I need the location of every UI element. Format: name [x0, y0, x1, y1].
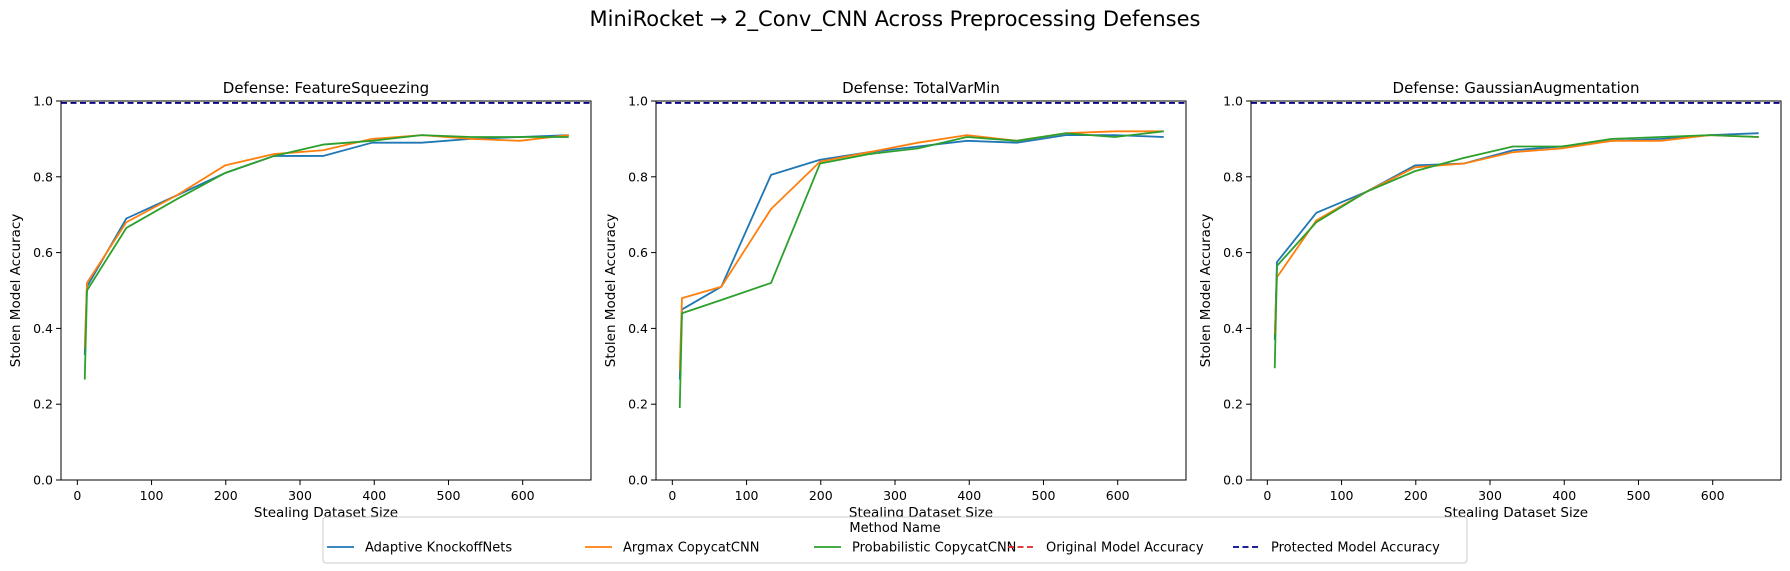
x-tick-label: 200: [1404, 488, 1428, 503]
y-tick-label: 0.4: [1223, 321, 1243, 336]
y-tick-label: 0.0: [628, 473, 648, 488]
x-tick-label: 300: [288, 488, 312, 503]
y-tick-label: 0.6: [1223, 245, 1243, 260]
x-tick-label: 500: [1032, 488, 1056, 503]
y-tick-label: 0.8: [1223, 169, 1243, 184]
x-tick-label: 0: [1263, 488, 1271, 503]
legend-item-probabilistic-copycatcnn: Probabilistic CopycatCNN: [814, 541, 1016, 556]
x-tick-label: 100: [735, 488, 759, 503]
series-line-probabilistic-copycatcnn: [678, 130, 1164, 409]
y-tick-label: 0.6: [628, 245, 648, 260]
legend-item-original-model-accuracy: Original Model Accuracy: [1008, 541, 1204, 556]
y-tick-label: 0.2: [1223, 397, 1243, 412]
legend-title: Method Name: [849, 521, 940, 536]
x-tick-label: 200: [214, 488, 238, 503]
subplot-title: Defense: GaussianAugmentation: [1393, 79, 1640, 97]
y-axis-label: Stolen Model Accuracy: [8, 214, 24, 367]
subplot-title: Defense: FeatureSqueezing: [223, 79, 429, 97]
y-tick-label: 0.0: [33, 473, 53, 488]
x-tick-label: 100: [140, 488, 164, 503]
x-tick-label: 300: [1478, 488, 1502, 503]
x-tick-label: 200: [809, 488, 833, 503]
x-tick-label: 0: [73, 488, 81, 503]
y-axis-label: Stolen Model Accuracy: [603, 214, 619, 367]
legend-label: Original Model Accuracy: [1046, 541, 1204, 556]
x-tick-label: 400: [957, 488, 981, 503]
legend-item-argmax-copycatcnn: Argmax CopycatCNN: [585, 541, 759, 556]
series-lines: [83, 134, 569, 380]
x-tick-label: 500: [1627, 488, 1651, 503]
axes-frame: [60, 100, 592, 481]
legend-box: [322, 516, 1468, 564]
x-tick-label: 400: [1552, 488, 1576, 503]
y-tick-label: 0.4: [628, 321, 648, 336]
legend-label: Probabilistic CopycatCNN: [852, 541, 1016, 556]
x-tick-label: 100: [1330, 488, 1354, 503]
axes-frame: [1250, 100, 1782, 481]
x-tick-label: 300: [883, 488, 907, 503]
x-tick-label: 0: [668, 488, 676, 503]
x-tick-label: 400: [362, 488, 386, 503]
series-line-probabilistic-copycatcnn: [1273, 134, 1759, 369]
subplot-1: Defense: FeatureSqueezing 0.0 0.2 0.4 0.6 0.8…: [8, 79, 592, 521]
series-line-argmax-copycatcnn: [83, 134, 569, 348]
legend-item-adaptive-knockoffnets: Adaptive KnockoffNets: [327, 541, 512, 556]
legend-label: Adaptive KnockoffNets: [365, 541, 512, 556]
y-tick-label: 0.8: [33, 169, 53, 184]
legend-label: Argmax CopycatCNN: [623, 541, 759, 556]
series-line-adaptive-knockoffnets: [678, 134, 1164, 380]
figure-suptitle: MiniRocket → 2_Conv_CNN Across Preproces…: [590, 7, 1201, 32]
y-tick-label: 1.0: [33, 94, 53, 109]
y-tick-label: 0.2: [33, 397, 53, 412]
y-tick-label: 0.2: [628, 397, 648, 412]
legend-item-protected-model-accuracy: Protected Model Accuracy: [1233, 541, 1440, 556]
y-tick-label: 0.8: [628, 169, 648, 184]
x-tick-label: 600: [1701, 488, 1725, 503]
legend: Method Name Adaptive KnockoffNets Argmax C…: [322, 516, 1468, 564]
subplot-3: Defense: GaussianAugmentation 0.0 0.2 0.4 0.…: [1198, 79, 1782, 521]
axes-frame: [655, 100, 1187, 481]
y-tick-label: 1.0: [1223, 94, 1243, 109]
y-tick-label: 0.6: [33, 245, 53, 260]
x-axis-label: Stealing Dataset Size: [1444, 505, 1588, 521]
x-tick-label: 600: [511, 488, 535, 503]
y-axis-label: Stolen Model Accuracy: [1198, 214, 1214, 367]
series-line-probabilistic-copycatcnn: [83, 134, 569, 380]
y-tick-label: 0.4: [33, 321, 53, 336]
y-tick-label: 1.0: [628, 94, 648, 109]
x-tick-label: 600: [1106, 488, 1130, 503]
x-tick-label: 500: [437, 488, 461, 503]
y-tick-label: 0.0: [1223, 473, 1243, 488]
series-lines: [1273, 132, 1759, 369]
legend-label: Protected Model Accuracy: [1271, 541, 1440, 556]
subplot-title: Defense: TotalVarMin: [842, 79, 1000, 97]
series-lines: [678, 130, 1164, 409]
series-line-argmax-copycatcnn: [678, 130, 1164, 371]
series-line-adaptive-knockoffnets: [1273, 132, 1759, 340]
